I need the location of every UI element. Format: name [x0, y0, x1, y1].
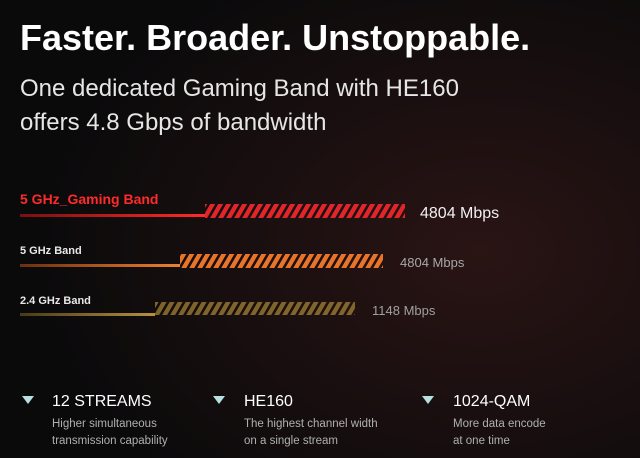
band-speed: 4804 Mbps — [400, 255, 465, 270]
band-line — [20, 264, 180, 267]
band-label: 2.4 GHz Band — [20, 295, 91, 307]
feature-title: 12 STREAMS — [52, 393, 152, 410]
subtitle: offers 4.8 Gbps of bandwidth — [20, 109, 326, 136]
subtitle: One dedicated Gaming Band with HE160 — [20, 75, 459, 102]
feature-title: 1024-QAM — [453, 393, 530, 410]
feature-description: at one time — [453, 435, 510, 447]
feature-icon — [213, 396, 225, 404]
feature: 12 STREAMS Higher simultaneous transmiss… — [22, 393, 168, 447]
band-line — [20, 313, 155, 316]
band-bar — [155, 302, 355, 315]
feature-icon — [22, 396, 34, 404]
band-line — [20, 214, 205, 217]
feature: 1024-QAM More data encode at one time — [422, 393, 546, 447]
feature-description: More data encode — [453, 418, 546, 430]
band-bar — [205, 204, 405, 218]
feature-title: HE160 — [244, 393, 293, 410]
feature-description: transmission capability — [52, 435, 168, 447]
band-label: 5 GHz_Gaming Band — [20, 191, 158, 207]
band-speed: 1148 Mbps — [372, 303, 436, 318]
feature-icon — [422, 396, 434, 404]
band-bar — [180, 254, 383, 268]
feature: HE160 The highest channel width on a sin… — [213, 393, 378, 447]
band-label: 5 GHz Band — [20, 245, 82, 257]
feature-description: The highest channel width — [244, 418, 378, 430]
feature-description: Higher simultaneous — [52, 418, 157, 430]
title: Faster. Broader. Unstoppable. — [20, 17, 530, 58]
band-speed: 4804 Mbps — [420, 205, 499, 222]
feature-description: on a single stream — [244, 435, 338, 447]
